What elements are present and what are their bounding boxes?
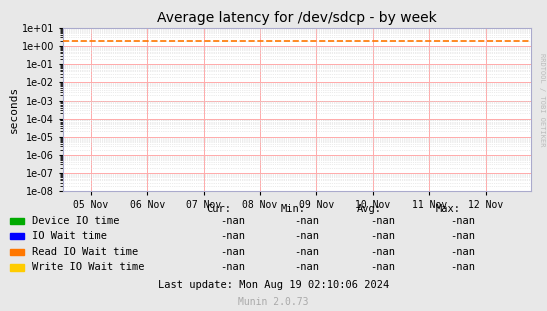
Y-axis label: seconds: seconds <box>9 86 19 133</box>
Text: RRDTOOL / TOBI OETIKER: RRDTOOL / TOBI OETIKER <box>539 53 545 146</box>
Text: Last update: Mon Aug 19 02:10:06 2024: Last update: Mon Aug 19 02:10:06 2024 <box>158 281 389 290</box>
Text: -nan: -nan <box>220 216 245 226</box>
Text: Min:: Min: <box>280 204 305 214</box>
Text: Device IO time: Device IO time <box>32 216 119 226</box>
Text: -nan: -nan <box>220 247 245 257</box>
Text: -nan: -nan <box>370 231 395 241</box>
Text: -nan: -nan <box>370 216 395 226</box>
Text: -nan: -nan <box>370 262 395 272</box>
Text: -nan: -nan <box>450 231 475 241</box>
Text: -nan: -nan <box>294 247 319 257</box>
Text: -nan: -nan <box>370 247 395 257</box>
Text: Read IO Wait time: Read IO Wait time <box>32 247 138 257</box>
Text: -nan: -nan <box>294 262 319 272</box>
Text: -nan: -nan <box>450 262 475 272</box>
Text: Avg:: Avg: <box>357 204 382 214</box>
Text: -nan: -nan <box>294 231 319 241</box>
Text: -nan: -nan <box>450 216 475 226</box>
Text: -nan: -nan <box>294 216 319 226</box>
Text: -nan: -nan <box>450 247 475 257</box>
Text: Munin 2.0.73: Munin 2.0.73 <box>238 297 309 307</box>
Text: -nan: -nan <box>220 262 245 272</box>
Text: Max:: Max: <box>436 204 461 214</box>
Text: Write IO Wait time: Write IO Wait time <box>32 262 144 272</box>
Text: -nan: -nan <box>220 231 245 241</box>
Text: Cur:: Cur: <box>206 204 231 214</box>
Text: IO Wait time: IO Wait time <box>32 231 107 241</box>
Title: Average latency for /dev/sdcp - by week: Average latency for /dev/sdcp - by week <box>157 12 437 26</box>
